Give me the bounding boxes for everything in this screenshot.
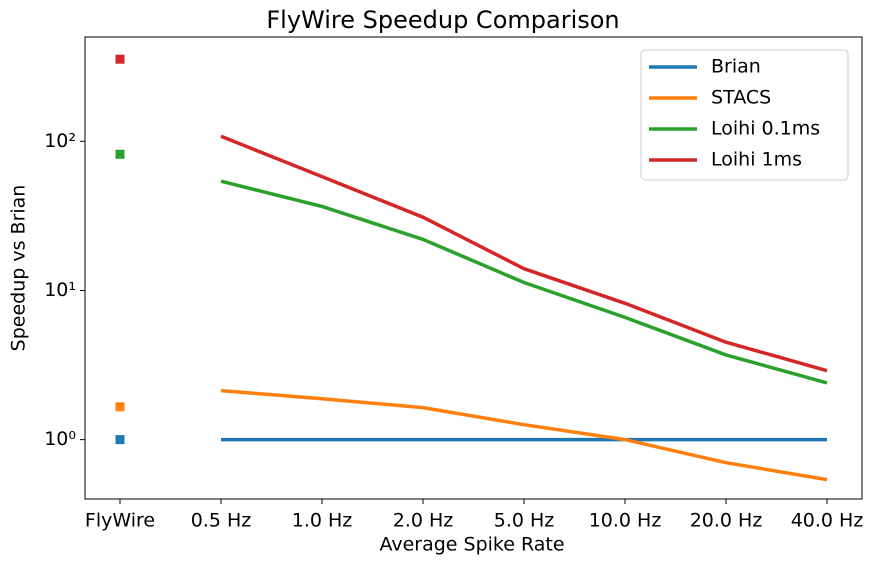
square-marker (115, 435, 125, 445)
y-tick-label: 10¹ (44, 279, 76, 301)
x-tick-label: 1.0 Hz (292, 510, 353, 532)
x-tick-label: 40.0 Hz (791, 510, 864, 532)
x-tick-label: 20.0 Hz (690, 510, 763, 532)
series-line (220, 134, 828, 373)
legend-label: Loihi 0.1ms (711, 118, 820, 140)
x-tick-label: 10.0 Hz (589, 510, 662, 532)
x-axis-label: Average Spike Rate (379, 534, 564, 556)
legend-box (640, 49, 849, 181)
x-tick-label: 2.0 Hz (393, 510, 454, 532)
x-tick-label: 0.5 Hz (191, 510, 252, 532)
y-tick-label: 10⁰ (44, 428, 76, 450)
legend-label: Brian (711, 56, 761, 78)
y-tick-label: 10² (44, 130, 76, 152)
series-line (220, 388, 828, 482)
x-tick-label: FlyWire (85, 510, 155, 532)
legend-label: STACS (711, 87, 771, 109)
legend-label: Loihi 1ms (711, 149, 802, 171)
plot-frame (84, 36, 863, 500)
chart-title: FlyWire Speedup Comparison (266, 6, 619, 34)
x-tick-label: 5.0 Hz (494, 510, 555, 532)
square-marker (115, 54, 125, 64)
square-marker (115, 149, 125, 159)
square-marker (115, 402, 125, 412)
y-axis-label: Speedup vs Brian (8, 185, 30, 352)
series-line (220, 179, 828, 385)
